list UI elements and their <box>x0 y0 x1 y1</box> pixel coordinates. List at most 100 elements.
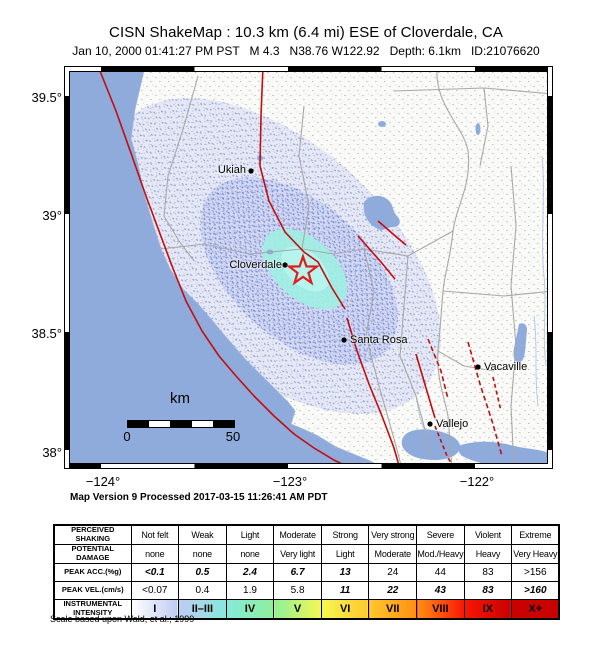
peak-acc-row: PEAK ACC.(%g) <0.1 0.5 2.4 6.7 13 24 44 … <box>53 563 560 582</box>
legend-cell: Mod./Heavy <box>416 544 465 564</box>
city-label-ukiah: Ukiah <box>217 164 246 176</box>
legend-cell: Not felt <box>130 524 180 545</box>
scale-bar-start-label: 0 <box>123 429 131 444</box>
legend-cell: none <box>178 544 227 564</box>
row-header-peak-acc: PEAK ACC.(%g) <box>53 563 132 582</box>
city-label-vacaville: Vacaville <box>484 361 528 373</box>
reservoir <box>475 123 481 135</box>
lake-berryessa <box>513 323 527 363</box>
intensity-cell: IX <box>463 599 513 620</box>
legend-cell: none <box>130 544 180 564</box>
legend-cell: 43 <box>416 581 465 600</box>
scale-bar-unit-label: km <box>170 390 190 407</box>
rodgers-creek-fault <box>346 317 401 469</box>
san-andreas-fault <box>97 66 353 469</box>
lake-pillsbury <box>378 121 386 127</box>
legend-cell: Very Heavy <box>511 544 560 564</box>
map-version-text: Map Version 9 Processed 2017-03-15 11:26… <box>70 492 328 503</box>
scale-bar-segment <box>128 421 149 427</box>
intensity-cell: X+ <box>511 599 560 620</box>
legend-cell: 1.9 <box>225 581 275 600</box>
legend-cell: 83 <box>463 563 513 582</box>
legend-cell: Very strong <box>368 524 418 545</box>
legend-cell: Heavy <box>463 544 513 564</box>
city-label-santa-rosa: Santa Rosa <box>350 334 408 346</box>
scale-citation: Scale based upon Wald, et al.; 1999 <box>50 614 195 624</box>
legend-cell: 6.7 <box>273 563 322 582</box>
city-dot-santa-rosa <box>341 337 347 343</box>
legend-cell: Moderate <box>368 544 418 564</box>
legend-cell: <0.07 <box>130 581 180 600</box>
legend-cell: 2.4 <box>225 563 275 582</box>
row-header-peak-vel: PEAK VEL.(cm/s) <box>53 581 132 600</box>
legend-cell: Light <box>320 544 370 564</box>
legend-cell: Moderate <box>273 524 322 545</box>
legend-cell: Severe <box>416 524 465 545</box>
legend-cell: Strong <box>320 524 370 545</box>
legend-cell: 11 <box>320 581 370 600</box>
city-label-vallejo: Vallejo <box>436 418 469 430</box>
intensity-core <box>262 228 348 310</box>
scale-bar-segment <box>170 421 192 427</box>
legend-cell: Violent <box>463 524 513 545</box>
epicenter-star-icon <box>286 253 320 286</box>
suisun-bay <box>458 441 553 469</box>
lon-tick-label: −124° <box>85 474 121 489</box>
legend-cell: 0.4 <box>178 581 227 600</box>
city-dot-cloverdale <box>282 262 288 268</box>
city-dot-ukiah <box>248 168 254 174</box>
legend-cell: 83 <box>463 581 513 600</box>
legend-cell: <0.1 <box>130 563 180 582</box>
legend-cell: Weak <box>178 524 227 545</box>
intensity-cell: V <box>273 599 322 620</box>
peak-vel-row: PEAK VEL.(cm/s) <0.07 0.4 1.9 5.8 11 22 … <box>53 581 560 600</box>
legend-cell: Very light <box>273 544 322 564</box>
intensity-cell: IV <box>225 599 275 620</box>
scale-bar <box>127 420 235 428</box>
shakemap-canvas <box>64 66 553 469</box>
intensity-legend-table: PERCEIVED SHAKING Not felt Weak Light Mo… <box>53 524 561 620</box>
lat-tick-label: 38.5° <box>31 326 62 341</box>
scale-bar-end-label: 50 <box>225 429 241 444</box>
scale-bar-segment <box>213 421 235 427</box>
lat-tick-label: 38° <box>42 445 62 460</box>
row-header-instrumental-intensity: INSTRUMENTAL INTENSITY <box>53 599 132 620</box>
legend-cell: 5.8 <box>273 581 322 600</box>
city-dots <box>248 168 481 427</box>
city-label-cloverdale: Cloverdale <box>229 259 282 271</box>
event-summary-line: Jan 10, 2000 01:41:27 PM PST M 4.3 N38.7… <box>72 44 540 58</box>
page-title: CISN ShakeMap : 10.3 km (6.4 mi) ESE of … <box>109 24 503 41</box>
legend-cell: >156 <box>511 563 560 582</box>
intensity-cell: II–III <box>178 599 227 620</box>
legend-cell: 22 <box>368 581 418 600</box>
scale-bar-segment <box>148 421 171 427</box>
legend-cell: 24 <box>368 563 418 582</box>
intensity-cell: I <box>130 599 180 620</box>
fault-lines <box>97 66 503 469</box>
lat-tick-label: 39.5° <box>31 90 62 105</box>
legend-cell: Light <box>225 524 275 545</box>
legend-cell: 13 <box>320 563 370 582</box>
legend-cell: Extreme <box>511 524 560 545</box>
intensity-overlay <box>131 98 441 414</box>
legend-cell: none <box>225 544 275 564</box>
legend-cell: 44 <box>416 563 465 582</box>
city-dot-vacaville <box>475 364 481 370</box>
maacama-fault <box>259 66 346 310</box>
city-dot-vallejo <box>427 421 433 427</box>
lat-tick-label: 39° <box>42 208 62 223</box>
legend-cell: 0.5 <box>178 563 227 582</box>
lon-tick-label: −123° <box>272 474 308 489</box>
row-header-potential-damage: POTENTIAL DAMAGE <box>53 544 132 564</box>
intensity-cell: VIII <box>416 599 465 620</box>
row-header-perceived-shaking: PERCEIVED SHAKING <box>53 524 132 545</box>
clear-lake <box>363 195 400 230</box>
scale-bar-segment <box>191 421 214 427</box>
legend-cell: >160 <box>511 581 560 600</box>
intensity-cell: VI <box>320 599 370 620</box>
intensity-cell: VII <box>368 599 418 620</box>
lon-tick-label: −122° <box>459 474 495 489</box>
map-frame <box>64 66 553 469</box>
instrumental-intensity-row: INSTRUMENTAL INTENSITY I II–III IV V VI … <box>53 599 560 620</box>
